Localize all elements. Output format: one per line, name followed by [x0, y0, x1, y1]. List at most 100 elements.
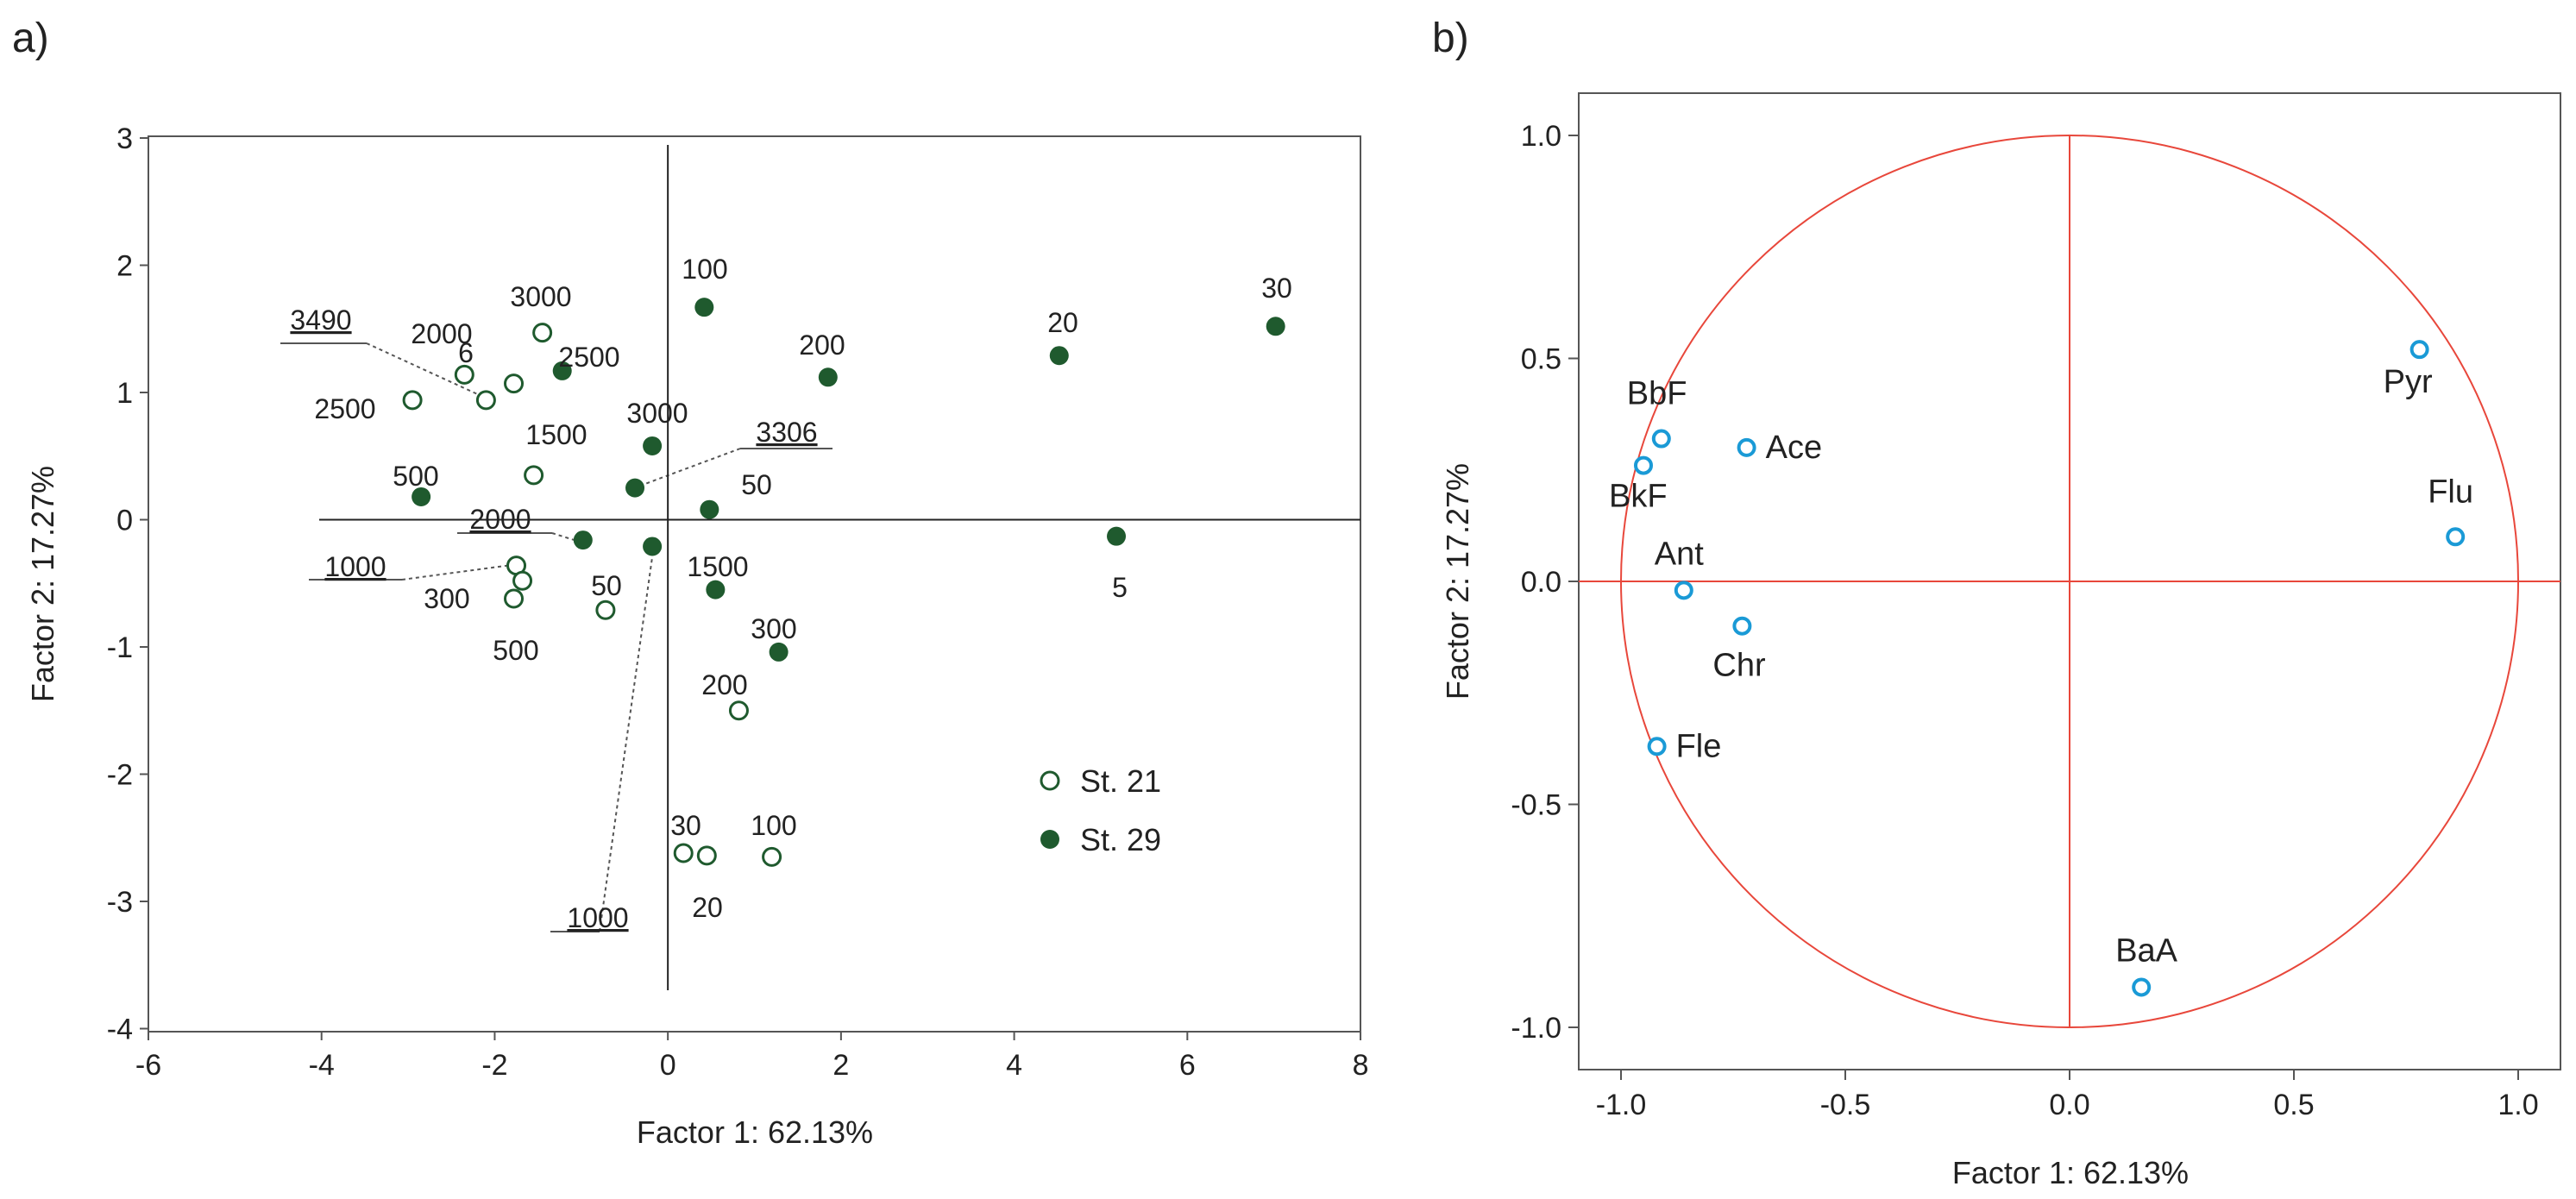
panel-a-x-tick-label: 4	[1006, 1049, 1022, 1082]
st29-point	[643, 436, 663, 455]
st21-point	[696, 845, 717, 866]
panel-a-x-tick-label: -6	[135, 1049, 161, 1082]
panel-b-y-tick-label: -0.5	[1511, 789, 1561, 822]
panel-a-point-label: 100	[751, 810, 796, 841]
panel-a-point-label: 200	[799, 330, 845, 361]
panel-a-point-label: 2000	[411, 318, 472, 349]
variable-point-chr	[1732, 616, 1752, 636]
panel-a-points	[402, 298, 1285, 867]
panel-a-point-label: 50	[741, 469, 772, 500]
variable-label-pyr: Pyr	[2384, 364, 2433, 400]
panel-b-y-tick-label: 1.0	[1521, 120, 1561, 153]
panel-a-point-label: 50	[591, 570, 622, 601]
panel-a-point-label: 30	[670, 810, 701, 841]
variable-point-fle	[1647, 737, 1667, 756]
leader-1000-a	[401, 564, 508, 581]
panel-a-point-label: 1000	[324, 551, 386, 582]
panel-b-y-axis-label: Factor 2: 17.27%	[1440, 463, 1475, 700]
st21-point	[595, 600, 616, 620]
panel-a-point-label: 200	[701, 669, 747, 700]
st29-point	[706, 580, 726, 600]
panel-a-point-label: 20	[1047, 307, 1078, 338]
panel-a-legend: St. 21 St. 29	[1040, 763, 1161, 857]
st21-point	[532, 323, 553, 343]
panel-a-y-tick-label: 3	[116, 122, 133, 155]
panel-a-y-tick-label: -4	[107, 1014, 133, 1046]
panel-a-point-label: 500	[393, 461, 438, 492]
panel-a-y-tick-label: -2	[107, 759, 133, 792]
st29-point	[694, 298, 714, 317]
panel-a-y-ticks: -4 -3 -2 -1 0 1 2 3	[107, 122, 148, 1046]
panel-a-y-tick-label: -3	[107, 886, 133, 919]
panel-a-point-label: 5	[1112, 572, 1128, 603]
panel-a-point-label: 3306	[756, 417, 817, 448]
panel-a-point-label: 500	[493, 635, 538, 666]
variable-label-flu: Flu	[2428, 474, 2473, 510]
panel-a-y-axis-label: Factor 2: 17.27%	[25, 466, 60, 702]
st29-point	[573, 530, 593, 550]
st29-point	[1049, 346, 1069, 366]
leader-3306	[643, 448, 741, 486]
panel-a-x-axis-label: Factor 1: 62.13%	[637, 1114, 873, 1150]
panel-a-x-tick-label: 2	[832, 1049, 849, 1082]
legend-st29-marker	[1040, 830, 1059, 849]
variable-label-chr: Chr	[1712, 648, 1766, 684]
st29-point	[643, 537, 663, 556]
panel-b-label: b)	[1432, 16, 1469, 61]
panel-a-y-tick-label: 2	[116, 250, 133, 283]
panel-a-point-label: 3490	[290, 304, 351, 336]
panel-b-x-axis-label: Factor 1: 62.13%	[1952, 1155, 2189, 1190]
panel-a-point-label: 300	[751, 613, 796, 644]
variable-point-flu	[2446, 527, 2466, 547]
panel-a-point-label: 2500	[558, 342, 619, 373]
panel-a-point-label: 20	[692, 892, 723, 923]
st29-point	[1266, 317, 1285, 336]
panel-a-x-ticks: -6 -4 -2 0 2 4 6 8	[135, 1032, 1369, 1082]
panel-a-x-tick-label: -2	[481, 1049, 507, 1082]
panel-a-point-label: 2500	[314, 393, 375, 424]
panel-a-label: a)	[12, 16, 49, 61]
variable-point-ant	[1674, 581, 1693, 600]
variable-label-fle: Fle	[1676, 728, 1722, 764]
panel-b-x-tick-label: 1.0	[2497, 1089, 2538, 1121]
panel-a-x-tick-label: 6	[1179, 1049, 1196, 1082]
legend-st29-label: St. 29	[1080, 822, 1161, 857]
st21-point	[475, 390, 496, 411]
st21-point	[504, 374, 525, 394]
variable-point-baa	[2132, 977, 2152, 997]
leader-1000-b	[599, 556, 654, 932]
variable-label-baa: BaA	[2115, 932, 2177, 969]
st21-point	[402, 390, 423, 411]
st21-point	[762, 846, 782, 867]
st29-point	[700, 499, 719, 519]
st21-point	[504, 588, 525, 609]
panel-a-point-label: 300	[424, 583, 469, 614]
panel-a-point-label: 100	[682, 254, 727, 285]
panel-a-point-label: 3000	[626, 398, 688, 429]
panel-a-point-label: 3000	[510, 281, 571, 312]
panel-b-unit-circle	[1579, 135, 2560, 1028]
panel-a-point-label: 6	[458, 337, 474, 368]
panel-a-y-tick-label: 1	[116, 377, 133, 410]
panel-b-x-tick-label: -1.0	[1596, 1089, 1647, 1121]
variable-point-bkf	[1634, 455, 1653, 475]
panel-a-x-tick-label: -4	[309, 1049, 335, 1082]
panel-a-point-label: 1500	[525, 419, 587, 450]
panel-b-y-tick-label: 0.0	[1521, 566, 1561, 599]
legend-st21-marker	[1040, 770, 1060, 791]
st29-point	[625, 478, 645, 498]
panel-b-point-labels: BbF BkF Ace Ant Chr Fle Pyr Flu BaA	[1609, 364, 2473, 969]
st29-point	[552, 361, 572, 380]
variable-point-pyr	[2410, 340, 2429, 360]
legend-st21-label: St. 21	[1080, 763, 1161, 799]
panel-a-x-tick-label: 8	[1353, 1049, 1369, 1082]
panel-a-point-label: 1500	[687, 551, 748, 582]
st21-point	[673, 843, 694, 863]
panel-a-x-tick-label: 0	[660, 1049, 676, 1082]
variable-point-ace	[1737, 437, 1756, 457]
panel-b-x-ticks: -1.0 -0.5 0.0 0.5 1.0	[1596, 1070, 2539, 1121]
panel-b-y-tick-label: 0.5	[1521, 343, 1561, 376]
panel-b-chart: b) -1.0 -0.5 0.0 0.5 1.0 -1.0 -0.5 0.0 0.5 1.0 B…	[1432, 16, 2561, 1190]
